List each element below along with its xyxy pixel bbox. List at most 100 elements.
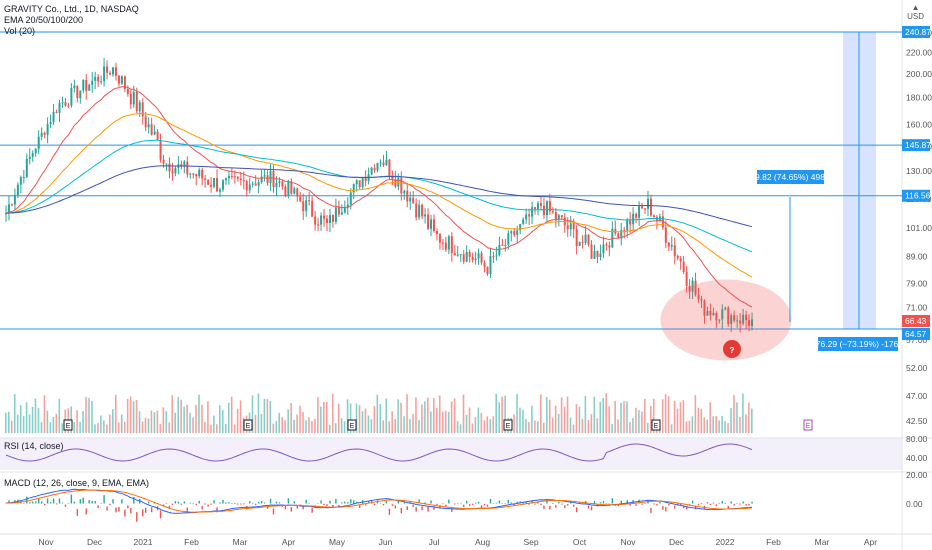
volume-bar (647, 422, 649, 433)
macd-hist-bar (52, 498, 55, 504)
candle-body (519, 223, 522, 231)
rsi-legend[interactable]: RSI (14, close) (4, 441, 64, 451)
volume-bar (192, 417, 194, 433)
candle-body (444, 242, 447, 250)
volume-bar (31, 406, 34, 433)
volume-bar (748, 402, 750, 433)
volume-bar (117, 422, 120, 433)
volume-bar (596, 418, 599, 433)
macd-hist-bar (35, 501, 37, 504)
candle-body (424, 214, 427, 217)
volume-bar (608, 406, 610, 433)
candle-body (355, 180, 358, 185)
volume-bar (667, 396, 670, 433)
candle-body (159, 140, 162, 160)
macd-hist-bar (629, 504, 631, 506)
volume-bar (129, 396, 132, 433)
question-icon (723, 340, 741, 358)
volume-bar (320, 406, 322, 433)
volume-bar (742, 393, 744, 433)
candle-body (25, 158, 28, 177)
macd-hist-bar (115, 507, 117, 513)
candle-body (682, 261, 685, 272)
volume-bar (516, 394, 518, 433)
volume-bar (447, 411, 450, 433)
candle-body (635, 213, 638, 218)
candle-body (85, 79, 88, 91)
candle-body (385, 159, 388, 166)
macd-hist-bar (379, 502, 382, 504)
volume-bar (97, 422, 99, 433)
volume-legend[interactable]: Vol (20) (4, 26, 36, 36)
x-tick-label: 2022 (716, 537, 735, 547)
candle-body (88, 84, 91, 91)
x-tick-label: Feb (766, 537, 781, 547)
candle-body (251, 183, 254, 185)
macd-hist-bar (555, 505, 557, 508)
volume-bar (581, 418, 584, 433)
candle-body (323, 215, 326, 219)
macd-hist-bar (593, 501, 596, 504)
macd-hist-bar (192, 503, 194, 504)
candle-body (629, 220, 632, 225)
macd-hist-bar (504, 502, 507, 504)
ema-legend[interactable]: EMA 20/50/100/200 (4, 15, 84, 25)
volume-bar (468, 407, 471, 433)
candle-body (168, 163, 171, 172)
candle-body (296, 188, 299, 197)
volume-bar (168, 422, 171, 433)
candle-body (608, 245, 611, 248)
currency-label[interactable]: ▲ USD (907, 3, 924, 21)
macd-hist-bar (608, 503, 611, 505)
y-tick-label: 220.00 (906, 47, 932, 57)
volume-bar (216, 424, 218, 433)
macd-legend[interactable]: MACD (12, 26, close, 9, EMA, EMA) (4, 478, 150, 488)
y-tick-label: 160.00 (906, 119, 932, 129)
volume-bar (334, 423, 337, 433)
candle-body (287, 181, 290, 196)
macd-hist-bar (391, 504, 394, 506)
volume-bar (293, 419, 295, 433)
candle-body (275, 183, 278, 188)
candle-body (239, 178, 242, 181)
volume-bar (545, 397, 548, 433)
macd-hist-bar (564, 505, 566, 508)
price-tag-label: 116.56 (905, 191, 931, 201)
volume-bar (349, 403, 352, 433)
candle-body (465, 251, 468, 262)
candle-body (697, 294, 700, 299)
candle-body (156, 131, 159, 141)
x-tick-label: Feb (184, 537, 199, 547)
macd-hist-bar (133, 497, 135, 504)
macd-hist-bar (679, 503, 682, 506)
candle-body (314, 216, 317, 225)
macd-hist-bar (320, 500, 322, 504)
macd-hist-bar (106, 506, 108, 511)
rsi-tick-label: 40.00 (906, 453, 928, 463)
macd-hist-bar (49, 502, 52, 504)
candle-body (7, 204, 10, 214)
volume-bar (233, 424, 236, 433)
volume-bar (629, 422, 631, 433)
y-tick-label: 180.00 (906, 93, 932, 103)
volume-bar (58, 398, 61, 433)
candle-body (180, 164, 183, 167)
macd-hist-bar (231, 503, 233, 504)
volume-bar (471, 423, 474, 433)
measure-up-label: 49.82 (74.65%) 4982 (750, 172, 830, 182)
earnings-marker-label: E (66, 423, 71, 430)
candle-body (632, 213, 635, 225)
macd-hist-bar (463, 504, 465, 507)
macd-hist-bar (549, 505, 551, 510)
macd-hist-bar (748, 504, 750, 506)
volume-bar (465, 414, 468, 433)
macd-hist-bar (516, 501, 518, 504)
candle-body (257, 182, 260, 186)
volume-bar (230, 396, 233, 433)
volume-bar (453, 398, 456, 433)
symbol-title[interactable]: GRAVITY Co., Ltd., 1D, NASDAQ (4, 4, 139, 14)
candle-body (320, 215, 323, 225)
candle-body (421, 204, 424, 217)
macd-hist-bar (433, 506, 435, 510)
